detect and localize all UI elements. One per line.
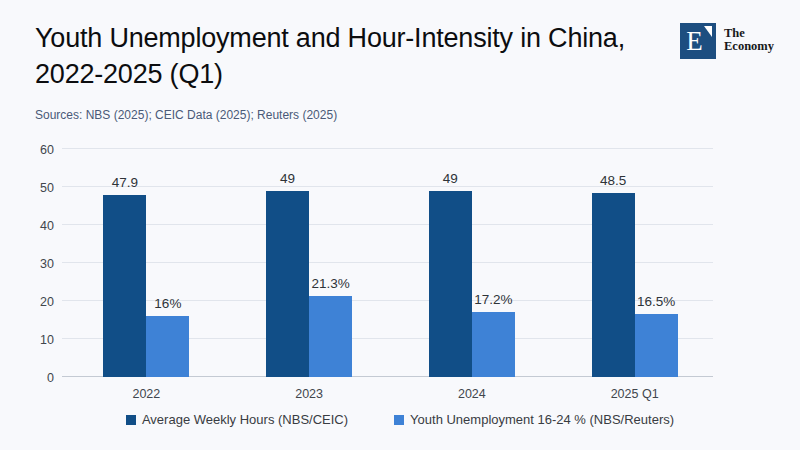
y-axis-tick-60: 60 (14, 143, 54, 157)
legend-label: Average Weekly Hours (NBS/CEIC) (142, 412, 348, 427)
bar-value-label: 49 (405, 171, 495, 186)
x-axis-label-2025-Q1: 2025 Q1 (575, 387, 695, 401)
chart-legend: Average Weekly Hours (NBS/CEIC) Youth Une… (0, 412, 800, 427)
infographic-page: Youth Unemployment and Hour-Intensity in… (0, 0, 800, 450)
gridline-y-60 (62, 148, 713, 149)
brand-logo: E The Economy (680, 23, 774, 59)
x-axis-label-2022: 2022 (86, 387, 206, 401)
bar-unemployment-2022 (146, 316, 189, 377)
bar-unemployment-2024 (472, 312, 515, 377)
bar-unemployment-2025-Q1 (635, 314, 678, 377)
bar-value-label: 49 (243, 171, 333, 186)
logo-e-icon: E (680, 23, 716, 59)
logo-flag-icon (704, 26, 712, 37)
bar-hours-2025-Q1 (592, 193, 635, 377)
sources-note: Sources: NBS (2025); CEIC Data (2025); R… (35, 108, 337, 122)
legend-swatch-icon (394, 415, 404, 425)
y-axis-tick-0: 0 (14, 371, 54, 385)
bar-hours-2022 (103, 195, 146, 377)
y-axis-tick-40: 40 (14, 219, 54, 233)
y-axis-tick-50: 50 (14, 181, 54, 195)
legend-label: Youth Unemployment 16-24 % (NBS/Reuters) (410, 412, 674, 427)
bar-chart-plot-area: 010203040506047.916%20224921.3%20234917.… (62, 149, 713, 377)
bar-unemployment-2023 (309, 296, 352, 377)
bar-value-label: 16% (123, 296, 213, 311)
brand-name-line2: Economy (724, 40, 774, 53)
brand-name: The Economy (724, 27, 774, 53)
y-axis-tick-10: 10 (14, 333, 54, 347)
y-axis-tick-30: 30 (14, 257, 54, 271)
bar-value-label: 16.5% (611, 294, 701, 309)
y-axis-tick-20: 20 (14, 295, 54, 309)
legend-item: Youth Unemployment 16-24 % (NBS/Reuters) (394, 412, 674, 427)
logo-letter: E (686, 28, 703, 55)
bar-value-label: 47.9 (80, 175, 170, 190)
bar-value-label: 48.5 (568, 173, 658, 188)
bar-value-label: 21.3% (286, 276, 376, 291)
x-axis-label-2024: 2024 (412, 387, 532, 401)
bar-value-label: 17.2% (448, 292, 538, 307)
legend-item: Average Weekly Hours (NBS/CEIC) (126, 412, 348, 427)
bar-hours-2024 (429, 191, 472, 377)
x-axis-label-2023: 2023 (249, 387, 369, 401)
legend-swatch-icon (126, 415, 136, 425)
page-title: Youth Unemployment and Hour-Intensity in… (35, 20, 655, 92)
